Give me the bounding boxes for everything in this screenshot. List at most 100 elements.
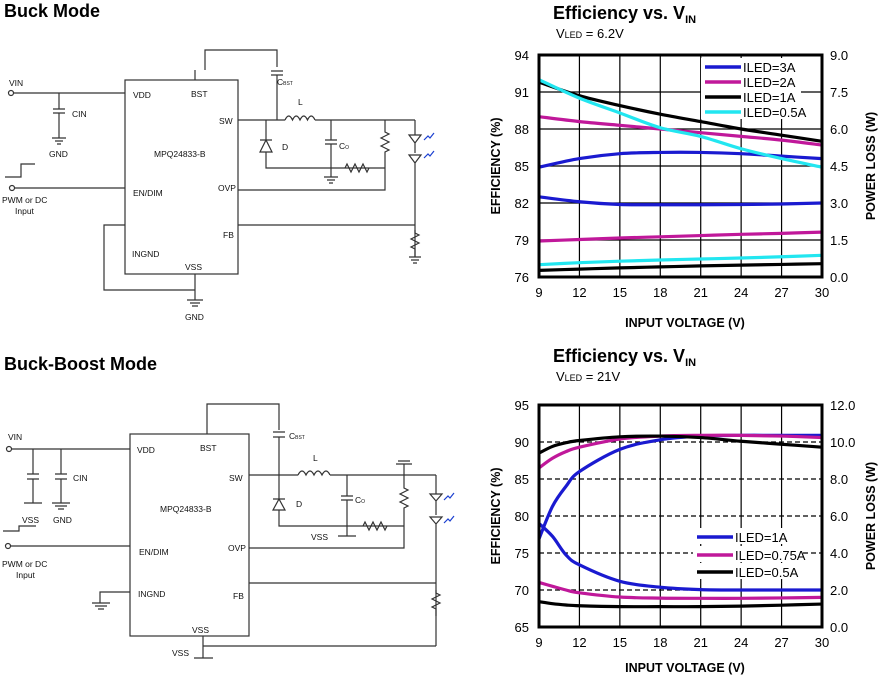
y-tick-label: 90 [515,435,529,450]
x-tick-label: 24 [734,285,748,300]
y-tick-label: 80 [515,509,529,524]
y2-tick-label: 2.0 [830,583,848,598]
inductor-label: L [313,453,318,463]
pin-vss: VSS [185,262,202,272]
y-tick-label: 79 [515,233,529,248]
ic-part-number: MPQ24833-B [160,504,212,514]
y-tick-label: 88 [515,122,529,137]
power-loss-line-iled-2a [538,230,823,243]
vin-label: VIN [9,78,23,88]
gnd-in-label: GND [53,515,72,525]
legend-background [701,103,801,119]
legend-label: ILED=1A [735,530,788,545]
gnd-out-label: GND [185,312,204,322]
legend-label: ILED=0.75A [735,548,806,563]
legend-label: ILED=0.5A [743,105,807,120]
pwm-label: PWM or DC [2,195,47,205]
co-label: CO [339,141,349,151]
pin-vdd: VDD [133,90,151,100]
x-tick-label: 15 [613,635,627,650]
pin-en-dim: EN/DIM [139,547,169,557]
x-tick-label: 21 [693,285,707,300]
cin-label: CIN [72,109,87,119]
cin-label: CIN [73,473,88,483]
chart-subtitle: VLED = 21V [556,369,620,384]
y2-tick-label: 12.0 [830,398,855,413]
pin-ingnd: INGND [132,249,159,259]
efficiency-line-iled-1a [538,80,823,143]
legend-label: ILED=1A [743,90,796,105]
cbst-label: CBST [289,431,305,441]
legend-background [693,528,803,544]
efficiency-line-iled-3a [538,150,823,169]
efficiency-chart-buck-boost: Efficiency vs. VIN VLED = 21V INPUT VOLT… [489,346,878,675]
plot-frame [537,53,824,279]
vin-terminal [7,89,15,97]
power-loss-line-iled-0-5a [538,600,823,609]
efficiency-line-iled-0-5a [538,434,823,455]
pin-en-dim: EN/DIM [133,188,163,198]
power-loss-line-iled-1a [538,262,823,272]
efficiency-line-iled-0-5a [538,78,823,169]
diode-label: D [296,499,302,509]
power-loss-line-iled-3a [538,195,823,207]
x-tick-label: 9 [535,285,542,300]
gnd-in-label: GND [49,149,68,159]
buck-boost-schematic: MPQ24833-B VDD BST SW EN/DIM OVP INGND F… [2,403,455,659]
y-tick-label: 82 [515,196,529,211]
x-axis-label: INPUT VOLTAGE (V) [625,661,745,675]
cbst-label: CBST [277,77,293,87]
legend-label: ILED=0.5A [735,565,799,580]
y2-tick-label: 10.0 [830,435,855,450]
x-tick-label: 12 [572,635,586,650]
chart-title: Efficiency vs. VIN [553,346,696,369]
x-tick-label: 30 [815,635,829,650]
chart-title: Efficiency vs. VIN [553,3,696,26]
y-tick-label: 65 [515,620,529,635]
y2-axis-label: POWER LOSS (W) [864,112,878,220]
efficiency-chart-buck: Efficiency vs. VIN VLED = 6.2V INPUT VOL… [489,3,878,330]
pwm-terminal [8,184,16,192]
pwm-input-label: Input [16,570,36,580]
y2-tick-label: 6.0 [830,122,848,137]
ic-part-number: MPQ24833-B [154,149,206,159]
y-tick-label: 85 [515,159,529,174]
vss-out-label: VSS [311,532,328,542]
y2-tick-label: 4.5 [830,159,848,174]
y2-tick-label: 7.5 [830,85,848,100]
y2-tick-label: 6.0 [830,509,848,524]
y-tick-label: 94 [515,48,529,63]
x-tick-label: 18 [653,285,667,300]
pin-fb: FB [223,230,234,240]
y2-tick-label: 0.0 [830,620,848,635]
chart-subtitle: VLED = 6.2V [556,26,624,41]
pin-ovp: OVP [218,183,236,193]
legend-label: ILED=3A [743,60,796,75]
pwm-label: PWM or DC [2,559,47,569]
x-tick-label: 27 [774,285,788,300]
y-tick-label: 95 [515,398,529,413]
x-axis-label: INPUT VOLTAGE (V) [625,316,745,330]
co-label: CO [355,495,365,505]
y2-tick-label: 8.0 [830,472,848,487]
pin-sw: SW [219,116,233,126]
vss-bottom-label: VSS [172,648,189,658]
x-tick-label: 24 [734,635,748,650]
x-tick-label: 15 [613,285,627,300]
buck-schematic: MPQ24833-B VDD BST SW EN/DIM OVP FB INGN… [2,49,435,322]
power-loss-line-iled-0-5a [538,253,823,267]
x-tick-label: 12 [572,285,586,300]
legend-label: ILED=2A [743,75,796,90]
led-light-icon [423,132,435,159]
legend-background [701,88,801,104]
efficiency-line-iled-1a [537,433,822,540]
x-tick-label: 18 [653,635,667,650]
legend-background [701,73,801,89]
power-loss-line-iled-0-75a [538,580,823,600]
x-tick-label: 9 [535,635,542,650]
x-tick-label: 21 [693,635,707,650]
buck-boost-mode-heading: Buck-Boost Mode [4,354,157,374]
legend-background [701,58,801,74]
y2-tick-label: 0.0 [830,270,848,285]
